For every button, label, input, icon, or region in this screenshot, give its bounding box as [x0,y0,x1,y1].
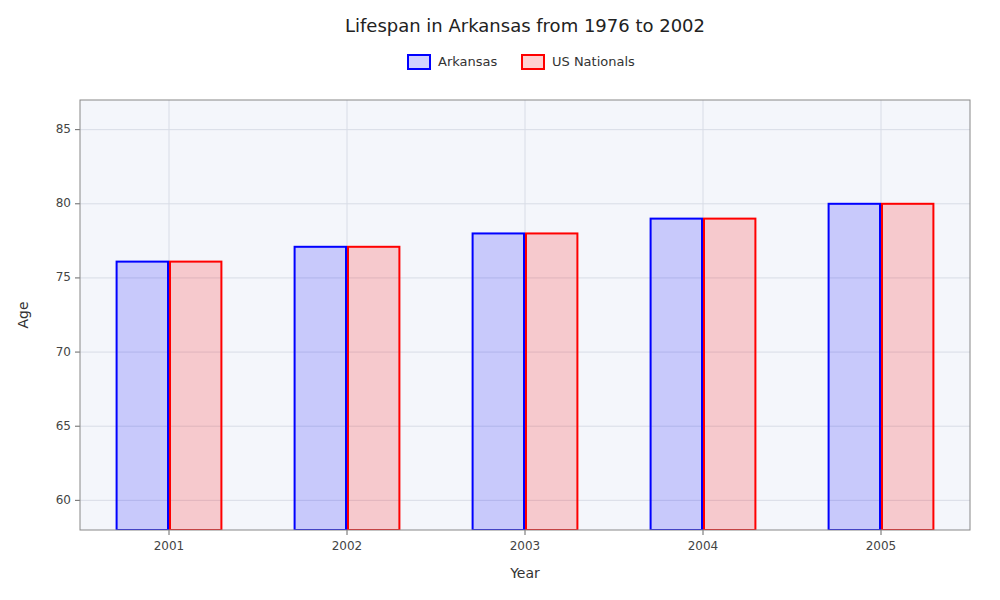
x-tick-label: 2004 [688,539,719,553]
x-tick-label: 2002 [332,539,363,553]
y-tick-label: 85 [56,122,71,136]
bar [117,262,168,530]
chart-svg: 60 65 70 75 80 85 2001 2002 2003 2004 2005 Lifespan… [0,0,1000,600]
bar [829,204,880,530]
bar [295,247,346,530]
x-tick [881,530,882,535]
y-tick [75,426,80,427]
x-tick [525,530,526,535]
legend-swatch [522,55,544,69]
title: Lifespan in Arkansas from 1976 to 2002 [345,15,705,36]
bar [348,247,399,530]
bar [882,204,933,530]
legend-label: US Nationals [552,54,635,69]
legend-swatch [408,55,430,69]
y-tick [75,500,80,501]
legend: Arkansas US Nationals [408,54,635,70]
plot-frame [80,100,970,530]
y-tick-label: 70 [56,345,71,359]
y-tick [75,277,80,278]
bar [473,233,524,530]
legend-label: Arkansas [438,54,497,69]
y-tick [75,352,80,353]
plot-background [80,100,970,530]
bar [704,219,755,530]
x-tick-label: 2001 [154,539,185,553]
x-axis-label: Year [509,565,540,581]
y-tick-label: 65 [56,419,71,433]
y-tick-label: 60 [56,493,71,507]
x-tick [169,530,170,535]
y-tick [75,129,80,130]
y-tick-label: 80 [56,196,71,210]
grid [80,100,970,530]
bar [651,219,702,530]
x-tick [703,530,704,535]
y-axis-label: Age [15,301,31,328]
x-tick-label: 2005 [866,539,897,553]
y-tick-label: 75 [56,270,71,284]
bar [526,233,577,530]
bars [117,204,934,530]
x-tick-label: 2003 [510,539,541,553]
y-tick [75,203,80,204]
bar [170,262,221,530]
chart-container: 60 65 70 75 80 85 2001 2002 2003 2004 2005 Lifespan… [0,0,1000,600]
x-tick [347,530,348,535]
